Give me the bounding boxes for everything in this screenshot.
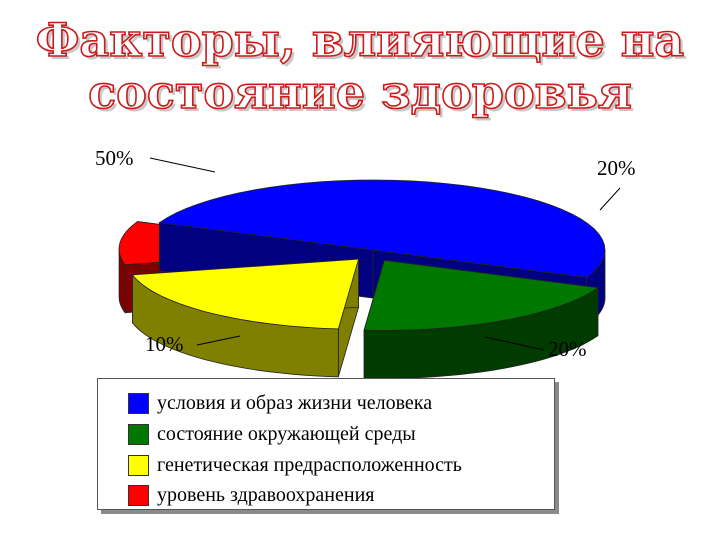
slice-top bbox=[131, 258, 360, 330]
slice-top bbox=[363, 259, 599, 331]
legend-item: состояние окружающей среды bbox=[128, 420, 416, 448]
pie-slice bbox=[363, 259, 599, 379]
legend: условия и образ жизни человека состояние… bbox=[97, 378, 555, 510]
legend-swatch bbox=[128, 454, 149, 476]
title-line-1: Факторы, влияющие на bbox=[35, 13, 685, 67]
data-label: 20% bbox=[548, 337, 587, 361]
legend-label: генетическая предрасположенность bbox=[157, 453, 462, 476]
data-label: 10% bbox=[145, 332, 184, 356]
legend-item: генетическая предрасположенность bbox=[128, 451, 462, 479]
leader-line bbox=[599, 187, 621, 211]
legend-item: условия и образ жизни человека bbox=[128, 389, 432, 417]
data-label: 20% bbox=[597, 156, 636, 180]
title-line-2: состояние здоровья bbox=[87, 65, 632, 119]
legend-item: уровень здравоохранения bbox=[128, 481, 375, 509]
legend-label: уровень здравоохранения bbox=[157, 483, 375, 506]
slice-top bbox=[158, 179, 606, 278]
leader-line bbox=[196, 335, 241, 346]
legend-label: условия и образ жизни человека bbox=[157, 391, 433, 414]
leader-line bbox=[484, 336, 545, 351]
chart-title: Факторы, влияющие на состояние здоровья bbox=[0, 13, 720, 119]
legend-swatch bbox=[128, 484, 149, 506]
legend-swatch bbox=[128, 423, 149, 445]
legend-label: состояние окружающей среды bbox=[157, 422, 416, 445]
data-labels: 50% 20% 20% 10% bbox=[95, 146, 636, 361]
leader-lines bbox=[149, 157, 621, 351]
leader-line bbox=[149, 157, 216, 173]
pie-slices bbox=[118, 179, 606, 379]
pie-slice bbox=[131, 258, 360, 378]
data-label: 50% bbox=[95, 146, 134, 170]
legend-swatch bbox=[128, 392, 149, 414]
